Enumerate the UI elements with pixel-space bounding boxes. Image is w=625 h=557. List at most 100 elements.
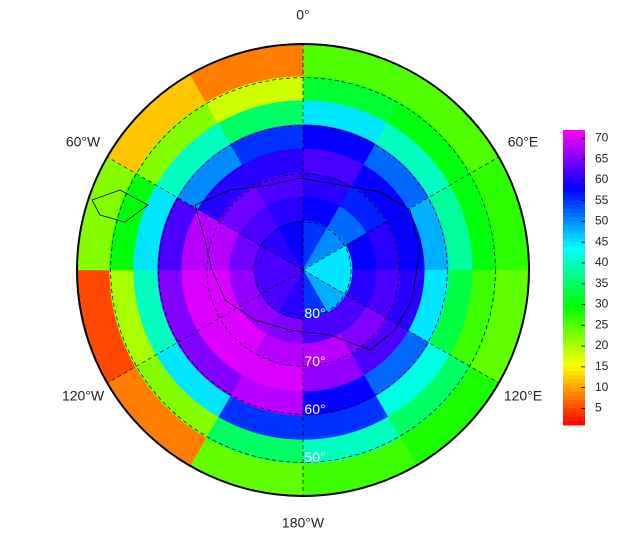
- colorbar-step: [563, 321, 585, 326]
- colorbar-step: [563, 275, 585, 281]
- colorbar-step: [563, 188, 585, 193]
- map-border: [76, 43, 530, 497]
- overlay: 80° 70° 60° 50°: [91, 44, 499, 496]
- colorbar-step: [563, 304, 585, 310]
- colorbar-step: [563, 204, 585, 210]
- colorbar-step: [563, 358, 585, 364]
- colorbar-step: [563, 337, 585, 343]
- colorbar-step: [563, 400, 585, 405]
- colorbar-step: [563, 408, 585, 414]
- parallel: [206, 173, 400, 367]
- colorbar-step: [563, 341, 585, 347]
- lat-label: 60°: [304, 401, 325, 417]
- colorbar-step: [563, 254, 585, 260]
- colorbar-step: [563, 217, 585, 222]
- colorbar-step: [563, 412, 585, 418]
- colorbar-step: [563, 283, 585, 289]
- colorbar-step: [563, 370, 585, 376]
- colorbar-step: [563, 346, 585, 351]
- colorbar-step: [563, 221, 585, 227]
- colorbar-label: 20: [595, 338, 609, 352]
- colorbar-step: [563, 354, 585, 360]
- meridian: [302, 156, 499, 271]
- colorbar-step: [563, 130, 585, 135]
- colorbar-step: [563, 184, 585, 189]
- colorbar-step: [563, 312, 585, 318]
- lon-label: 60°W: [66, 134, 101, 150]
- colorbar-step: [563, 208, 585, 214]
- colorbar-step: [563, 404, 585, 409]
- colorbar-step: [563, 200, 585, 206]
- colorbar-step: [563, 134, 585, 139]
- colorbar-step: [563, 333, 585, 339]
- colorbar-step: [563, 225, 585, 231]
- colorbar-step: [563, 416, 585, 422]
- colorbar-step: [563, 192, 585, 197]
- colorbar-label: 30: [595, 297, 609, 311]
- colorbar-label: 55: [595, 193, 609, 207]
- colorbar-step: [563, 329, 585, 335]
- meridian: [302, 269, 499, 384]
- colorbar-step: [563, 196, 585, 202]
- colorbar-step: [563, 213, 585, 218]
- lon-label: 120°W: [62, 388, 105, 404]
- colorbar-step: [563, 383, 585, 389]
- colorbar-step: [563, 146, 585, 152]
- colorbar-step: [563, 242, 585, 247]
- colorbar-step: [563, 267, 585, 272]
- colorbar-label: 50: [595, 214, 609, 228]
- lat-label: 70°: [304, 353, 325, 369]
- colorbar-step: [563, 395, 585, 401]
- colorbar-step: [563, 171, 585, 177]
- colorbar-step: [563, 287, 585, 293]
- colorbar-step: [563, 379, 585, 384]
- colorbar-step: [563, 246, 585, 251]
- colorbar-step: [563, 375, 585, 380]
- colorbar-label: 45: [595, 234, 609, 248]
- colorbar-label: 35: [595, 276, 609, 290]
- colorbar-step: [563, 238, 585, 243]
- coastline: [91, 189, 149, 223]
- lon-label: 60°E: [508, 134, 539, 150]
- colorbar-step: [563, 179, 585, 185]
- colorbar-step: [563, 366, 585, 372]
- coastline: [194, 177, 421, 351]
- colorbar-step: [563, 163, 585, 168]
- colorbar-step: [563, 229, 585, 235]
- colorbar-step: [563, 167, 585, 173]
- colorbar-step: [563, 271, 585, 276]
- colorbar-step: [563, 387, 585, 393]
- colorbar-step: [563, 316, 585, 322]
- colorbar-step: [563, 175, 585, 181]
- colorbar-step: [563, 420, 585, 426]
- colorbar-label: 65: [595, 151, 609, 165]
- colorbar-label: 5: [595, 401, 602, 415]
- colorbar-step: [563, 300, 585, 306]
- colorbar-step: [563, 258, 585, 264]
- parallel: [254, 221, 352, 319]
- lat-label: 80°: [304, 305, 325, 321]
- colorbar-step: [563, 250, 585, 256]
- colorbar-step: [563, 159, 585, 164]
- lat-label: 50°: [304, 449, 325, 465]
- lon-label: 120°E: [504, 388, 542, 404]
- colorbar-label: 25: [595, 317, 609, 331]
- colorbar-label: 10: [595, 380, 609, 394]
- colorbar-step: [563, 142, 585, 148]
- colorbar-step: [563, 233, 585, 239]
- meridian: [107, 156, 304, 271]
- colorbar-step: [563, 262, 585, 268]
- colorbar-step: [563, 296, 585, 301]
- colorbar-label: 70: [595, 130, 609, 144]
- lon-label: 0°: [296, 7, 309, 23]
- colorbar-step: [563, 138, 585, 143]
- colorbar-step: [563, 150, 585, 156]
- colorbar-step: [563, 350, 585, 355]
- lon-label: 180°W: [282, 515, 325, 531]
- colorbar-label: 15: [595, 359, 609, 373]
- meridian: [107, 269, 304, 384]
- colorbar-step: [563, 154, 585, 160]
- colorbar-step: [563, 292, 585, 297]
- colorbar-step: [563, 362, 585, 368]
